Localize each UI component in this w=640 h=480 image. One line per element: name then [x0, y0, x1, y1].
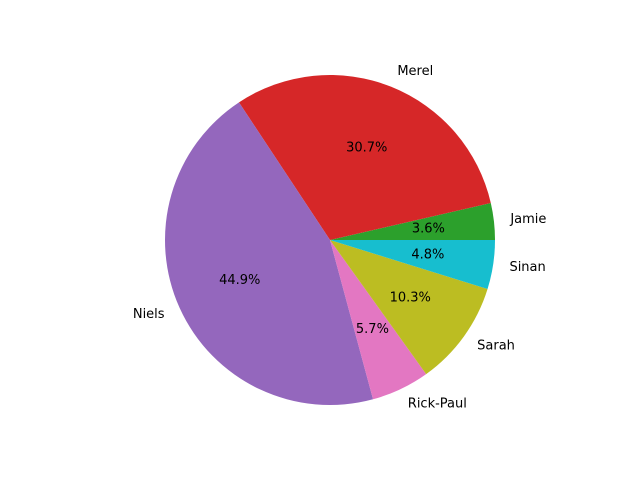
- percent-label-jamie: 3.6%: [412, 221, 445, 236]
- percent-label-niels: 44.9%: [219, 273, 260, 288]
- percent-label-sinan: 4.8%: [411, 247, 444, 262]
- category-label-jamie: Jamie: [509, 212, 546, 227]
- pie-slice-niels: [165, 102, 374, 405]
- category-label-merel: Merel: [397, 64, 433, 79]
- category-label-sinan: Sinan: [509, 260, 545, 275]
- pie-slices: [165, 74, 495, 405]
- category-label-rick-paul: Rick-Paul: [408, 396, 467, 411]
- category-label-sarah: Sarah: [477, 339, 515, 354]
- pie-slice-merel: [238, 74, 491, 240]
- pie-slice-sarah: [330, 240, 488, 375]
- category-label-niels: Niels: [133, 307, 165, 322]
- percent-label-merel: 30.7%: [346, 141, 387, 156]
- percent-label-sarah: 10.3%: [390, 290, 431, 305]
- pie-labels: 3.6% Jamie 30.7% Merel 44.9% Niels 5.7% Rick-Pa…: [133, 64, 547, 412]
- pie-slice-sinan: [330, 240, 495, 290]
- pie-slice-rick-paul: [330, 240, 427, 400]
- pie-slice-jamie: [330, 202, 495, 240]
- percent-label-rick-paul: 5.7%: [356, 322, 389, 337]
